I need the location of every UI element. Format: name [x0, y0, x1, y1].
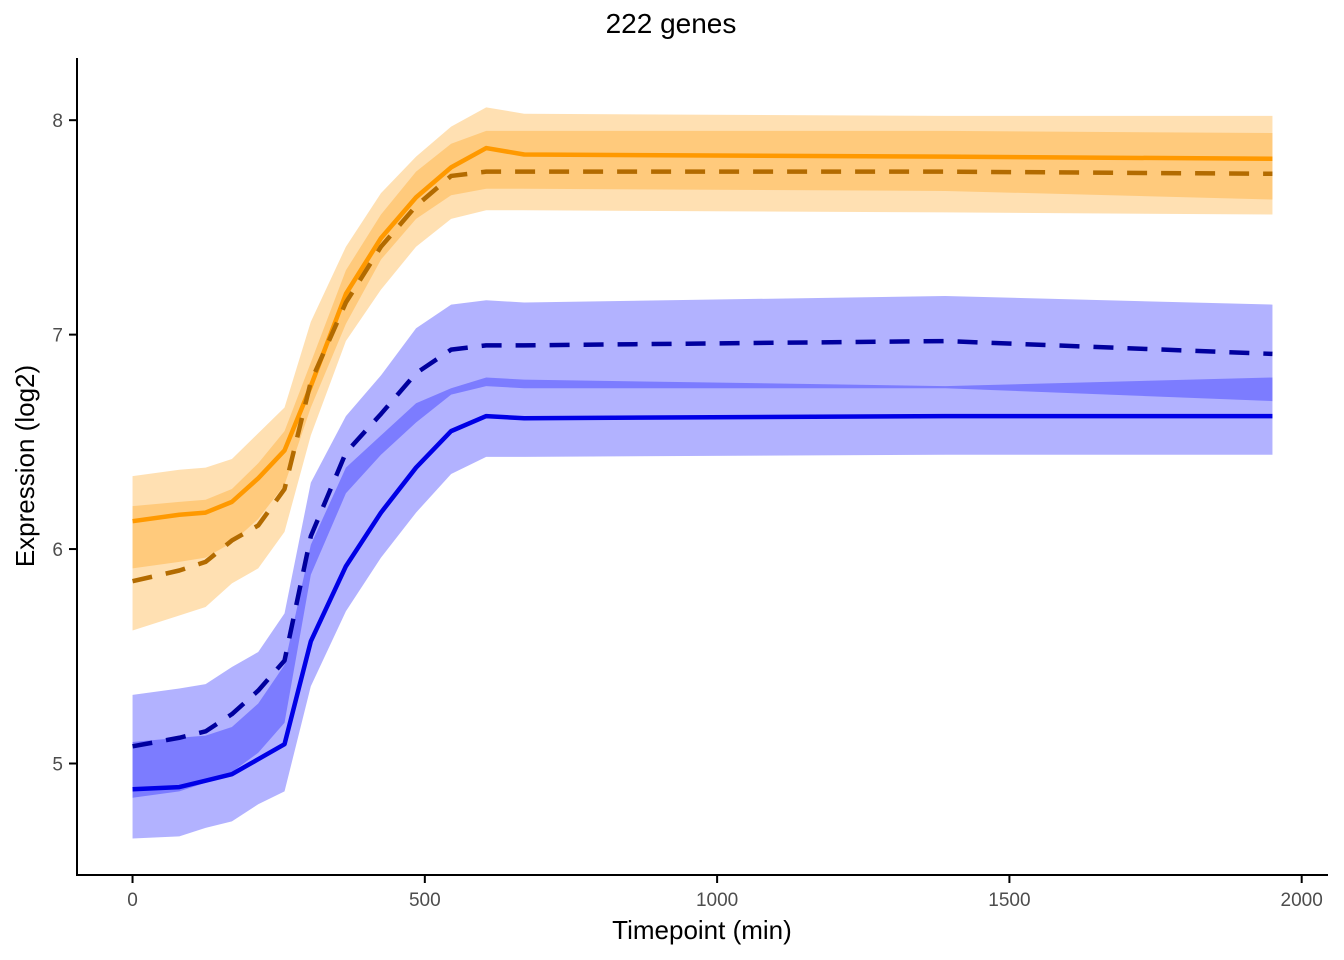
series-2-line [132, 413, 1273, 792]
chart-title: 222 genes [606, 8, 737, 39]
series-2-inner-band [132, 377, 1273, 798]
y-tick-label: 6 [52, 540, 63, 561]
plot-area [132, 107, 1273, 839]
y-axis-label: Expression (log2) [10, 365, 40, 567]
series-3-line [132, 338, 1273, 749]
x-tick-label: 2000 [1281, 890, 1323, 911]
x-tick-label: 1000 [696, 890, 738, 911]
x-tick-label: 0 [127, 890, 138, 911]
x-tick-label: 500 [409, 890, 441, 911]
ticks: 0 500 1000 1500 2000 5 6 7 8 [52, 111, 1322, 911]
y-tick-label: 8 [52, 111, 63, 132]
series-0-outer-band [132, 107, 1273, 631]
x-axis-label: Timepoint (min) [612, 915, 792, 945]
series-0-inner-band [132, 130, 1273, 569]
series-1-line [132, 169, 1273, 584]
x-tick-label: 1500 [988, 890, 1030, 911]
series-2-outer-band [132, 296, 1273, 839]
series-0-line [132, 145, 1273, 524]
y-tick-label: 5 [52, 754, 63, 775]
y-tick-label: 7 [52, 326, 63, 347]
axes [76, 58, 1328, 876]
